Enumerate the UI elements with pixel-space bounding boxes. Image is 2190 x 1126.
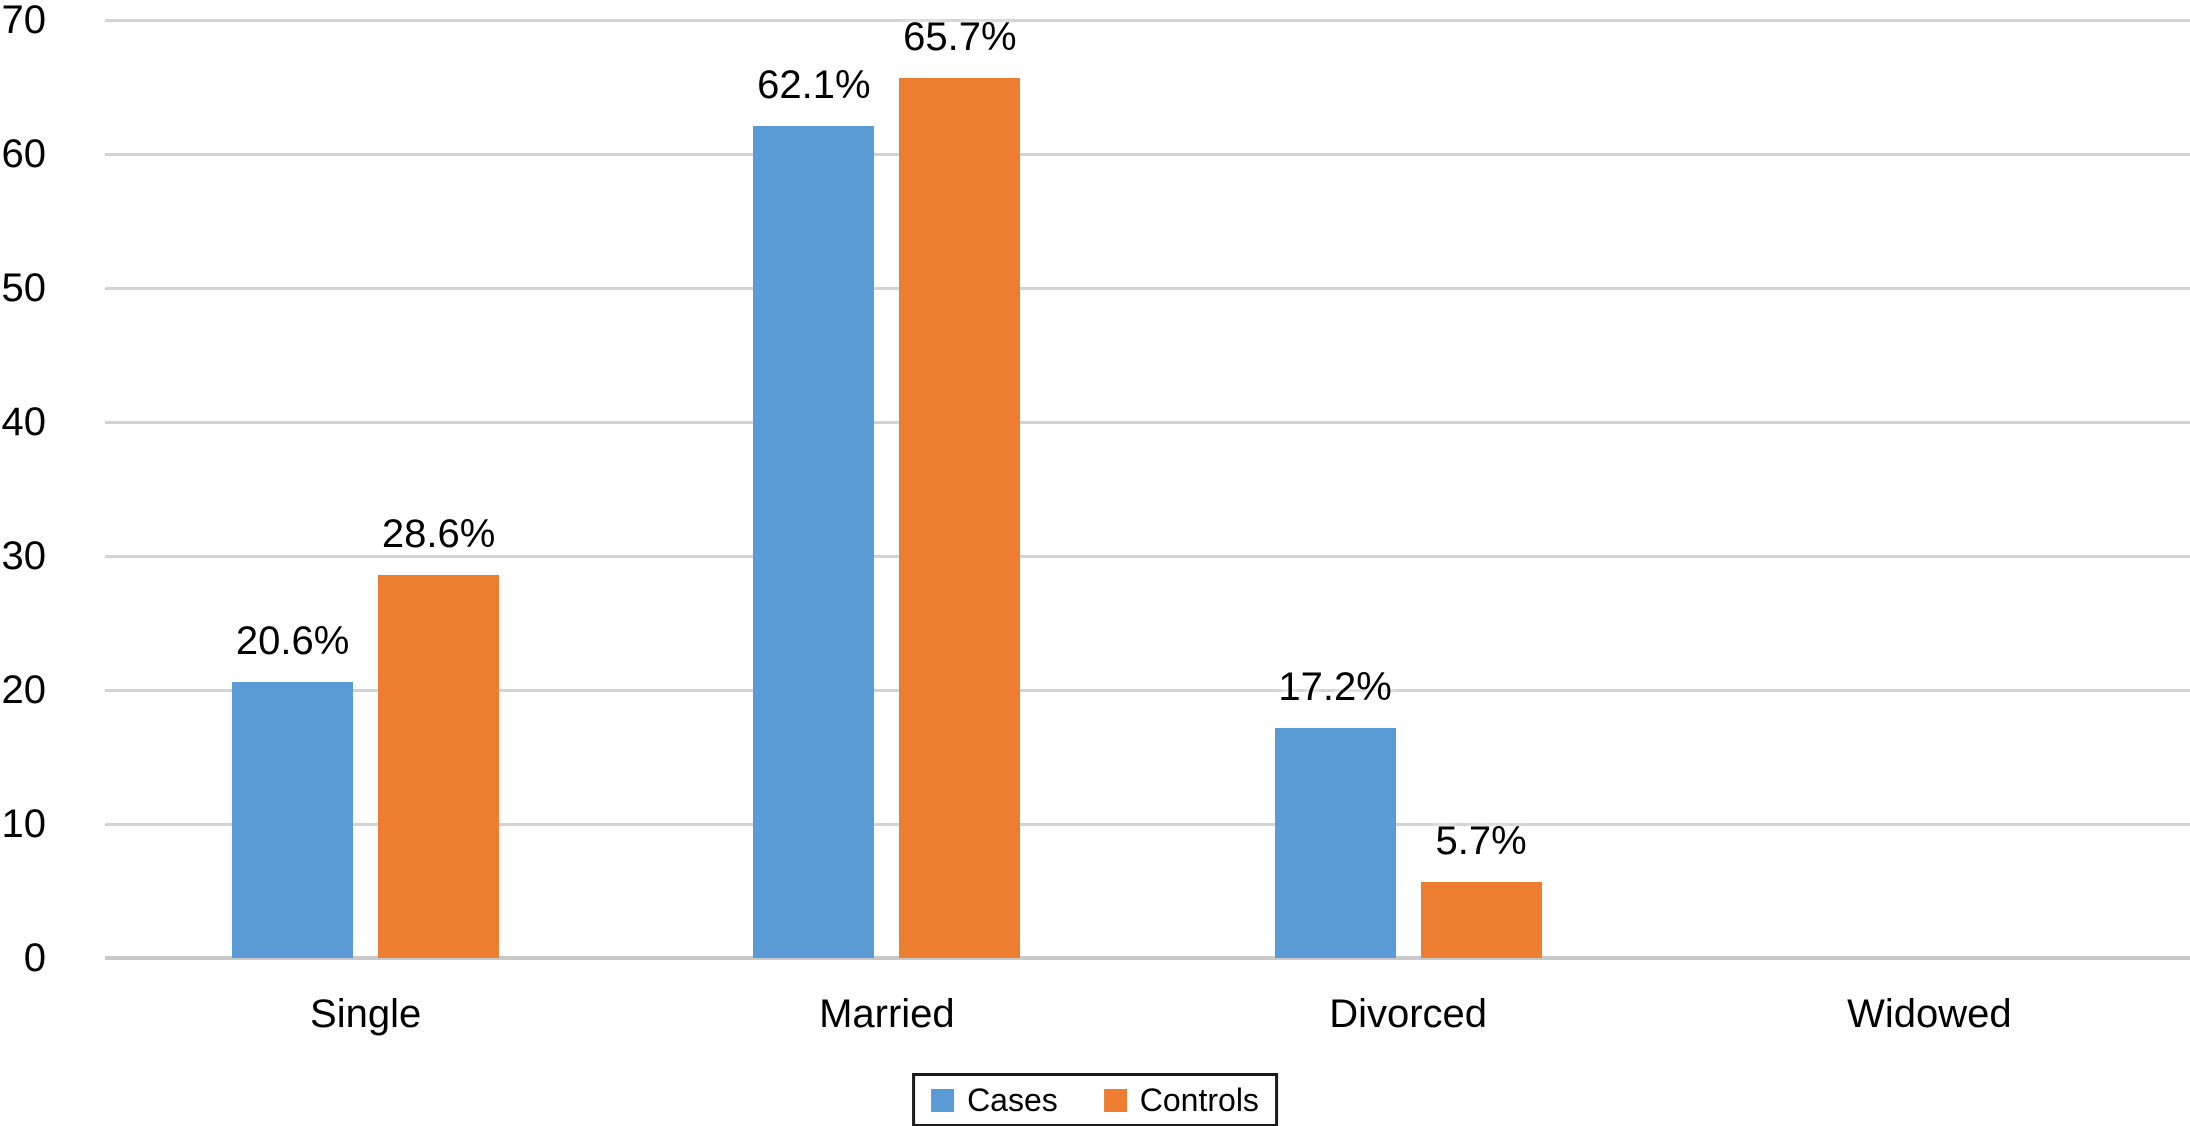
gridline	[105, 822, 2190, 826]
gridline	[105, 286, 2190, 290]
bar-cases-divorced	[1274, 727, 1396, 958]
x-axis-line	[105, 956, 2190, 960]
chart-legend: Cases Controls	[912, 1073, 1278, 1126]
legend-item-cases: Cases	[931, 1083, 1058, 1117]
plot-area: 20.6% 28.6% 62.1% 65.7% 17.2% 5.7%	[105, 15, 2190, 960]
gridline	[105, 152, 2190, 156]
legend-label-cases: Cases	[967, 1082, 1058, 1118]
gridline	[105, 554, 2190, 558]
bar-cases-married	[753, 125, 875, 958]
y-axis-tick-label: 70	[1, 0, 47, 42]
gridline	[105, 420, 2190, 424]
gridline	[105, 18, 2190, 22]
bar-controls-single	[378, 574, 500, 958]
bar-value-label-cases-single: 20.6%	[235, 618, 350, 663]
y-axis-tick-label: 20	[1, 668, 47, 712]
bar-cases-single	[232, 681, 354, 958]
x-axis-category-label-divorced: Divorced	[1329, 992, 1488, 1036]
y-axis-tick-label: 30	[1, 534, 47, 578]
legend-item-controls: Controls	[1103, 1082, 1259, 1118]
bar-value-label-cases-divorced: 17.2%	[1278, 664, 1392, 709]
bar-value-label-cases-married: 62.1%	[757, 62, 871, 107]
legend-swatch-icon-cases	[931, 1088, 955, 1112]
bar-controls-divorced	[1420, 881, 1542, 958]
x-axis-category-label-single: Single	[310, 992, 422, 1036]
y-axis-tick-label: 40	[1, 400, 47, 444]
bar-value-label-controls-married: 65.7%	[903, 14, 1017, 59]
x-axis-category-label-married: Married	[819, 992, 955, 1036]
gridline	[105, 688, 2190, 692]
bar-controls-married	[899, 77, 1021, 958]
y-axis-tick-label: 60	[1, 132, 47, 176]
legend-swatch-icon-controls	[1103, 1088, 1127, 1112]
bar-value-label-controls-single: 28.6%	[381, 511, 496, 556]
bar-value-label-controls-divorced: 5.7%	[1435, 818, 1527, 863]
y-axis-tick-label: 10	[1, 802, 47, 846]
y-axis-tick-label: 50	[1, 266, 47, 310]
legend-label-controls: Controls	[1139, 1082, 1259, 1118]
x-axis-category-label-widowed: Widowed	[1847, 992, 2012, 1036]
y-axis-tick-label: 0	[23, 936, 46, 980]
